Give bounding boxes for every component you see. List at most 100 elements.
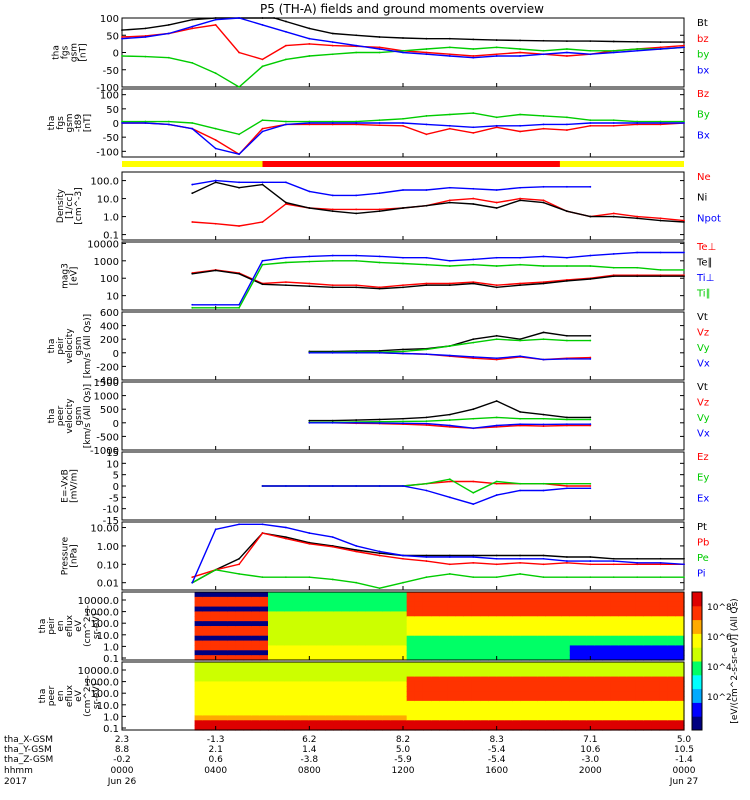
spectrogram-cell bbox=[667, 640, 677, 647]
spectrogram-cell bbox=[300, 596, 310, 603]
series-Vt-point bbox=[425, 416, 428, 419]
series-Vx-point bbox=[425, 422, 428, 425]
spectrogram-cell bbox=[577, 696, 587, 702]
series-Ey-point bbox=[542, 482, 545, 485]
spectrogram-cell bbox=[202, 705, 212, 712]
series-Bx-point bbox=[355, 122, 358, 124]
spectrogram-cell bbox=[308, 710, 318, 717]
series-bx-point bbox=[378, 48, 381, 50]
series-Vt-point bbox=[308, 419, 311, 422]
spectrogram-cell bbox=[471, 715, 481, 721]
spectrogram-cell bbox=[333, 621, 343, 627]
series-bx-point bbox=[144, 36, 147, 38]
spectrogram-cell bbox=[227, 715, 236, 721]
spectrogram-cell bbox=[251, 650, 261, 656]
spectrogram-cell bbox=[545, 635, 555, 642]
spectrogram-cell bbox=[667, 696, 677, 702]
series-Te⊥-point bbox=[402, 284, 404, 287]
spectrogram-cell bbox=[488, 621, 497, 627]
spectrogram-cell bbox=[626, 616, 636, 622]
spectrogram-cell bbox=[431, 626, 440, 632]
spectrogram-cell bbox=[618, 720, 628, 726]
spectrogram-cell bbox=[651, 666, 661, 673]
spectrogram-cell bbox=[292, 635, 302, 642]
spectrogram-cell bbox=[374, 596, 383, 603]
spectrogram-cell bbox=[488, 720, 497, 726]
series-by-point bbox=[167, 56, 170, 59]
spectrogram-cell bbox=[268, 616, 277, 622]
spectrogram-cell bbox=[341, 676, 351, 683]
series-Vt-point bbox=[589, 416, 592, 419]
spectrogram-cell bbox=[194, 592, 204, 598]
spectrogram-cell bbox=[308, 725, 318, 731]
spectrogram-cell bbox=[561, 650, 571, 656]
spectrogram-cell bbox=[569, 650, 579, 656]
spectrogram-cell bbox=[390, 676, 400, 683]
panel-p6-ylabel: peer bbox=[56, 405, 66, 426]
series-Pb-point bbox=[495, 563, 498, 566]
spectrogram-cell bbox=[284, 621, 294, 627]
spectrogram-cell bbox=[414, 645, 424, 651]
series-By-point bbox=[261, 119, 264, 122]
y-tick-label: 100.0 bbox=[90, 619, 119, 630]
spectrogram-cell bbox=[333, 650, 343, 656]
spectrogram-cell bbox=[422, 666, 432, 673]
spectrogram-cell bbox=[537, 686, 546, 692]
series-Pi-point bbox=[683, 563, 685, 566]
spectrogram-cell bbox=[529, 705, 538, 712]
series-Ti∥-point bbox=[566, 265, 568, 267]
spectrogram-cell bbox=[577, 666, 587, 673]
spectrogram-cell bbox=[610, 621, 620, 627]
spectrogram-cell bbox=[210, 686, 220, 692]
spectrogram-cell bbox=[512, 725, 522, 731]
spectrogram-cell bbox=[480, 691, 489, 697]
x-row-label: 2017 bbox=[4, 777, 27, 787]
spectrogram-cell bbox=[529, 696, 538, 702]
series-by-point bbox=[191, 61, 194, 64]
spectrogram-cell bbox=[414, 700, 424, 707]
series-Pi-point bbox=[355, 545, 358, 547]
spectrogram-cell bbox=[406, 592, 416, 598]
spectrogram-cell bbox=[537, 705, 546, 712]
spectrogram-cell bbox=[219, 592, 228, 598]
spectrogram-cell bbox=[488, 662, 497, 668]
spectrogram-cell bbox=[276, 720, 285, 726]
spectrogram-cell bbox=[675, 606, 685, 613]
spectrogram-cell bbox=[455, 626, 465, 632]
series-Pe-point bbox=[425, 576, 428, 579]
spectrogram-cell bbox=[577, 700, 587, 707]
spectrogram-cell bbox=[512, 681, 522, 687]
spectrogram-cell bbox=[276, 596, 285, 603]
series-Bz-point bbox=[448, 127, 451, 130]
spectrogram-cell bbox=[635, 662, 644, 668]
spectrogram-cell bbox=[308, 601, 318, 608]
spectrogram-cell bbox=[594, 630, 604, 637]
series-Te∥-point bbox=[566, 280, 568, 282]
spectrogram-cell bbox=[610, 686, 620, 692]
spectrogram-cell bbox=[602, 662, 612, 668]
spectrogram-cell bbox=[308, 592, 318, 598]
spectrogram-cell bbox=[504, 671, 514, 678]
spectrogram-cell bbox=[659, 691, 669, 697]
spectrogram-cell bbox=[667, 606, 677, 613]
spectrogram-cell bbox=[504, 710, 514, 717]
spectrogram-cell bbox=[529, 681, 538, 687]
spectrogram-cell bbox=[463, 700, 473, 707]
series-Ni-point bbox=[261, 183, 264, 186]
series-Vz-point bbox=[425, 424, 428, 426]
spectrogram-cell bbox=[227, 705, 236, 712]
spectrogram-cell bbox=[512, 671, 522, 678]
spectrogram-cell bbox=[455, 725, 465, 731]
series-Bt-point bbox=[144, 27, 147, 30]
spectrogram-cell bbox=[398, 635, 408, 642]
series-Bt-point bbox=[261, 17, 264, 19]
spectrogram-cell bbox=[626, 662, 636, 668]
series-Vy-point bbox=[448, 345, 451, 347]
spectrogram-cell bbox=[235, 715, 245, 721]
legend-Vt: Vt bbox=[697, 382, 708, 393]
series-Npot-point bbox=[308, 190, 311, 193]
series-bz-point bbox=[425, 51, 428, 54]
spectrogram-cell bbox=[406, 630, 416, 637]
spectrogram-cell bbox=[480, 686, 489, 692]
spectrogram-cell bbox=[210, 626, 220, 632]
